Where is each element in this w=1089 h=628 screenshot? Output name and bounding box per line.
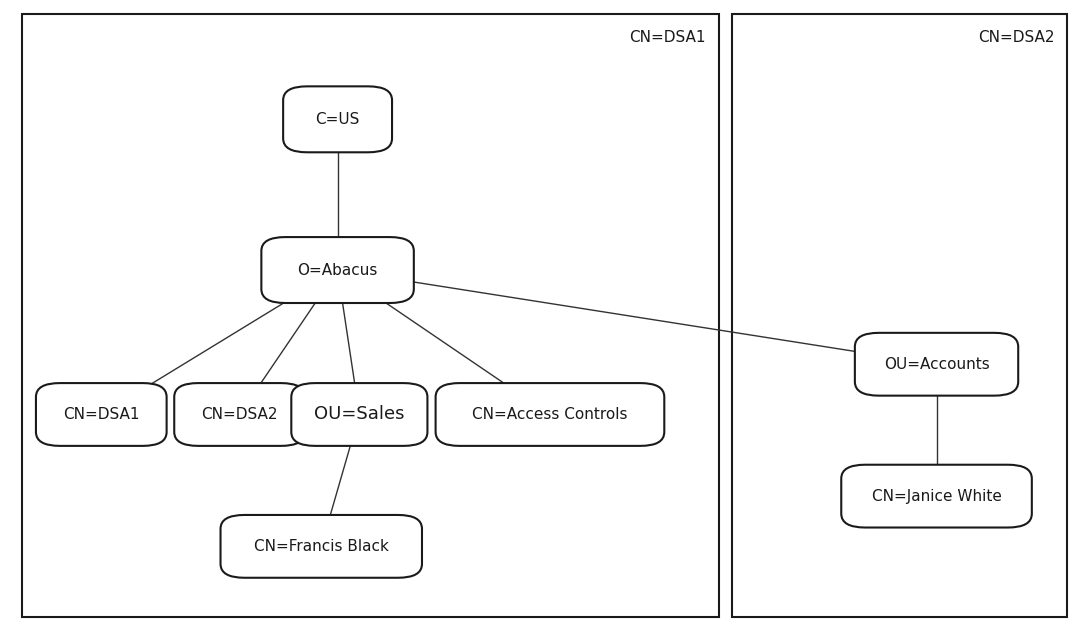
FancyBboxPatch shape	[220, 515, 421, 578]
Text: C=US: C=US	[316, 112, 359, 127]
Text: CN=DSA1: CN=DSA1	[629, 30, 706, 45]
Text: CN=DSA2: CN=DSA2	[201, 407, 278, 422]
FancyBboxPatch shape	[261, 237, 414, 303]
FancyBboxPatch shape	[283, 86, 392, 152]
FancyBboxPatch shape	[36, 383, 167, 446]
FancyBboxPatch shape	[292, 383, 427, 446]
Text: CN=Francis Black: CN=Francis Black	[254, 539, 389, 554]
Text: OU=Sales: OU=Sales	[314, 406, 405, 423]
FancyBboxPatch shape	[855, 333, 1018, 396]
Bar	[22, 14, 719, 617]
FancyBboxPatch shape	[174, 383, 305, 446]
Bar	[732, 14, 1067, 617]
Text: OU=Accounts: OU=Accounts	[883, 357, 990, 372]
Text: CN=Janice White: CN=Janice White	[871, 489, 1002, 504]
Text: CN=DSA1: CN=DSA1	[63, 407, 139, 422]
FancyBboxPatch shape	[841, 465, 1032, 528]
Text: O=Abacus: O=Abacus	[297, 263, 378, 278]
Text: CN=Access Controls: CN=Access Controls	[473, 407, 627, 422]
FancyBboxPatch shape	[436, 383, 664, 446]
Text: CN=DSA2: CN=DSA2	[978, 30, 1054, 45]
